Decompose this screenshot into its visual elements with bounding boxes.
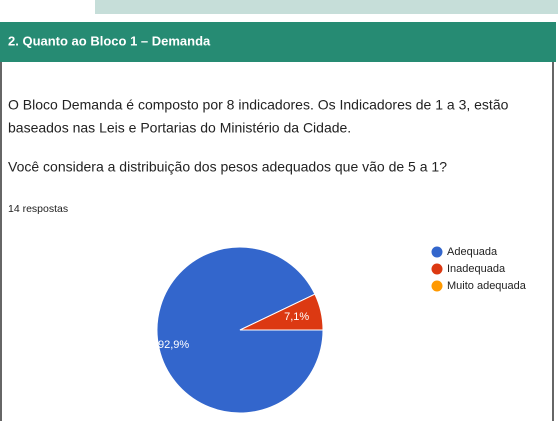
legend-swatch	[431, 263, 443, 275]
section-title: 2. Quanto ao Bloco 1 – Demanda	[8, 33, 211, 48]
legend-label: Muito adequada	[447, 280, 527, 292]
legend-label: Inadequada	[447, 263, 506, 275]
question: Você considera a distribuição dos pesos …	[8, 159, 447, 175]
slice-label: 92,9%	[158, 339, 189, 351]
slice-label: 7,1%	[284, 311, 309, 323]
legend-swatch	[431, 280, 443, 292]
description-line: baseados nas Leis e Portarias do Ministé…	[8, 120, 351, 136]
legend-swatch	[431, 246, 443, 258]
response-count: 14 respostas	[8, 203, 68, 215]
description-line: O Bloco Demanda é composto por 8 indicad…	[8, 97, 509, 113]
legend-label: Adequada	[447, 246, 498, 258]
section-header	[0, 22, 556, 62]
top-strip	[95, 0, 558, 14]
